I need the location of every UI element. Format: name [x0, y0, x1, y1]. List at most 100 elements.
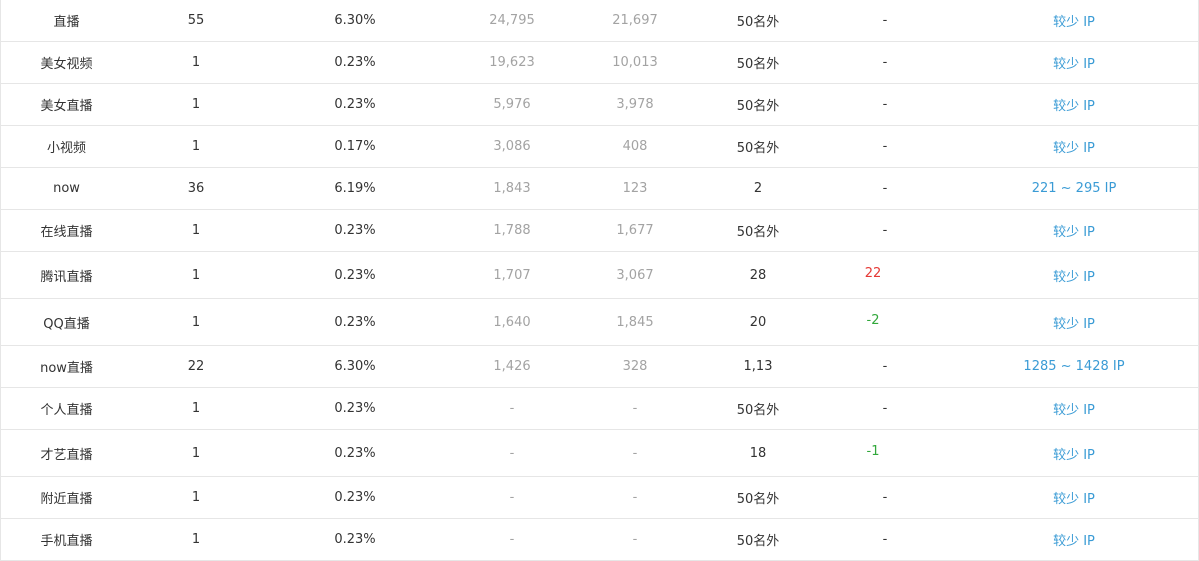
share-cell: 0.23%: [260, 518, 450, 561]
ip-link[interactable]: 221 ~ 295 IP: [1031, 181, 1117, 196]
count-cell: 1: [132, 476, 260, 519]
rank-cell: 50名外: [696, 518, 820, 561]
count-cell: 1: [132, 429, 260, 477]
index2-cell: -: [574, 518, 696, 561]
index1-cell: -: [450, 429, 574, 477]
keyword-cell: 手机直播: [0, 518, 132, 561]
change-value: -2: [866, 312, 880, 328]
count-cell: 1: [132, 83, 260, 126]
index1-cell: 1,707: [450, 251, 574, 299]
change-value: -: [882, 13, 888, 28]
count-cell: 1: [132, 41, 260, 84]
index2-cell: 3,067: [574, 251, 696, 299]
index1-cell: 19,623: [450, 41, 574, 84]
share-cell: 0.23%: [260, 387, 450, 430]
keyword-cell: 小视频: [0, 125, 132, 168]
index2-cell: 1,677: [574, 209, 696, 252]
table-row: 才艺直播 1 0.23% - - 18 -1 较少 IP: [0, 429, 1199, 477]
count-cell: 1: [132, 298, 260, 346]
index1-cell: 1,788: [450, 209, 574, 252]
ip-link[interactable]: 较少 IP: [1053, 225, 1095, 240]
ip-link[interactable]: 较少 IP: [1053, 141, 1095, 156]
index1-cell: 3,086: [450, 125, 574, 168]
change-cell: -: [820, 476, 950, 519]
change-cell: -: [820, 0, 950, 42]
index2-cell: 123: [574, 167, 696, 210]
index1-cell: -: [450, 518, 574, 561]
rank-cell: 18: [696, 429, 820, 477]
keyword-cell: 直播: [0, 0, 132, 42]
index2-cell: -: [574, 387, 696, 430]
index2-cell: -: [574, 476, 696, 519]
rank-cell: 50名外: [696, 83, 820, 126]
change-cell: -: [820, 167, 950, 210]
rank-cell: 2: [696, 167, 820, 210]
rank-cell: 1,13: [696, 345, 820, 388]
ip-cell: 较少 IP: [950, 476, 1199, 519]
share-cell: 0.23%: [260, 83, 450, 126]
share-cell: 6.19%: [260, 167, 450, 210]
table-row: 附近直播 1 0.23% - - 50名外 - 较少 IP: [0, 476, 1199, 519]
share-cell: 0.23%: [260, 476, 450, 519]
ip-link[interactable]: 较少 IP: [1053, 316, 1095, 332]
ip-link[interactable]: 较少 IP: [1053, 403, 1095, 418]
ip-link[interactable]: 较少 IP: [1053, 269, 1095, 285]
table-row: 腾讯直播 1 0.23% 1,707 3,067 28 22 较少 IP: [0, 251, 1199, 299]
change-cell: 22: [820, 251, 950, 299]
ip-cell: 较少 IP: [950, 429, 1199, 477]
change-value: -: [882, 359, 888, 374]
ip-link[interactable]: 较少 IP: [1053, 492, 1095, 507]
change-cell: -: [820, 41, 950, 84]
ip-cell: 较少 IP: [950, 83, 1199, 126]
index2-cell: 21,697: [574, 0, 696, 42]
keyword-cell: now: [0, 167, 132, 210]
ip-link[interactable]: 较少 IP: [1053, 447, 1095, 463]
share-cell: 6.30%: [260, 345, 450, 388]
table-row: 美女直播 1 0.23% 5,976 3,978 50名外 - 较少 IP: [0, 83, 1199, 126]
ip-cell: 较少 IP: [950, 125, 1199, 168]
table-row: 直播 55 6.30% 24,795 21,697 50名外 - 较少 IP: [0, 0, 1199, 42]
change-value: -: [882, 181, 888, 196]
change-value: -: [882, 401, 888, 416]
share-cell: 0.23%: [260, 298, 450, 346]
ip-link[interactable]: 1285 ~ 1428 IP: [1023, 359, 1125, 374]
index2-cell: 10,013: [574, 41, 696, 84]
change-cell: -2: [820, 298, 950, 346]
change-value: -: [882, 490, 888, 505]
change-value: -1: [866, 443, 880, 459]
change-cell: -1: [820, 429, 950, 477]
keyword-cell: 腾讯直播: [0, 251, 132, 299]
count-cell: 1: [132, 209, 260, 252]
change-value: -: [882, 139, 888, 154]
rank-cell: 50名外: [696, 41, 820, 84]
change-value: -: [882, 55, 888, 70]
count-cell: 1: [132, 125, 260, 168]
table-row: now 36 6.19% 1,843 123 2 - 221 ~ 295 IP: [0, 167, 1199, 210]
keyword-cell: 美女视频: [0, 41, 132, 84]
keyword-cell: 在线直播: [0, 209, 132, 252]
change-cell: -: [820, 83, 950, 126]
keyword-cell: now直播: [0, 345, 132, 388]
share-cell: 6.30%: [260, 0, 450, 42]
share-cell: 0.23%: [260, 41, 450, 84]
index2-cell: 408: [574, 125, 696, 168]
ip-cell: 221 ~ 295 IP: [950, 167, 1199, 210]
index1-cell: 1,426: [450, 345, 574, 388]
table-row: 小视频 1 0.17% 3,086 408 50名外 - 较少 IP: [0, 125, 1199, 168]
change-cell: -: [820, 518, 950, 561]
count-cell: 22: [132, 345, 260, 388]
ip-cell: 较少 IP: [950, 387, 1199, 430]
table-row: 美女视频 1 0.23% 19,623 10,013 50名外 - 较少 IP: [0, 41, 1199, 84]
ip-link[interactable]: 较少 IP: [1053, 57, 1095, 72]
count-cell: 1: [132, 518, 260, 561]
ip-link[interactable]: 较少 IP: [1053, 15, 1095, 30]
index1-cell: 5,976: [450, 83, 574, 126]
count-cell: 1: [132, 251, 260, 299]
table-row: 在线直播 1 0.23% 1,788 1,677 50名外 - 较少 IP: [0, 209, 1199, 252]
rank-cell: 50名外: [696, 387, 820, 430]
ip-link[interactable]: 较少 IP: [1053, 534, 1095, 549]
count-cell: 55: [132, 0, 260, 42]
ip-link[interactable]: 较少 IP: [1053, 99, 1095, 114]
